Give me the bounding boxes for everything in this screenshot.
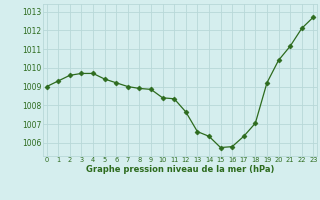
X-axis label: Graphe pression niveau de la mer (hPa): Graphe pression niveau de la mer (hPa) — [86, 165, 274, 174]
